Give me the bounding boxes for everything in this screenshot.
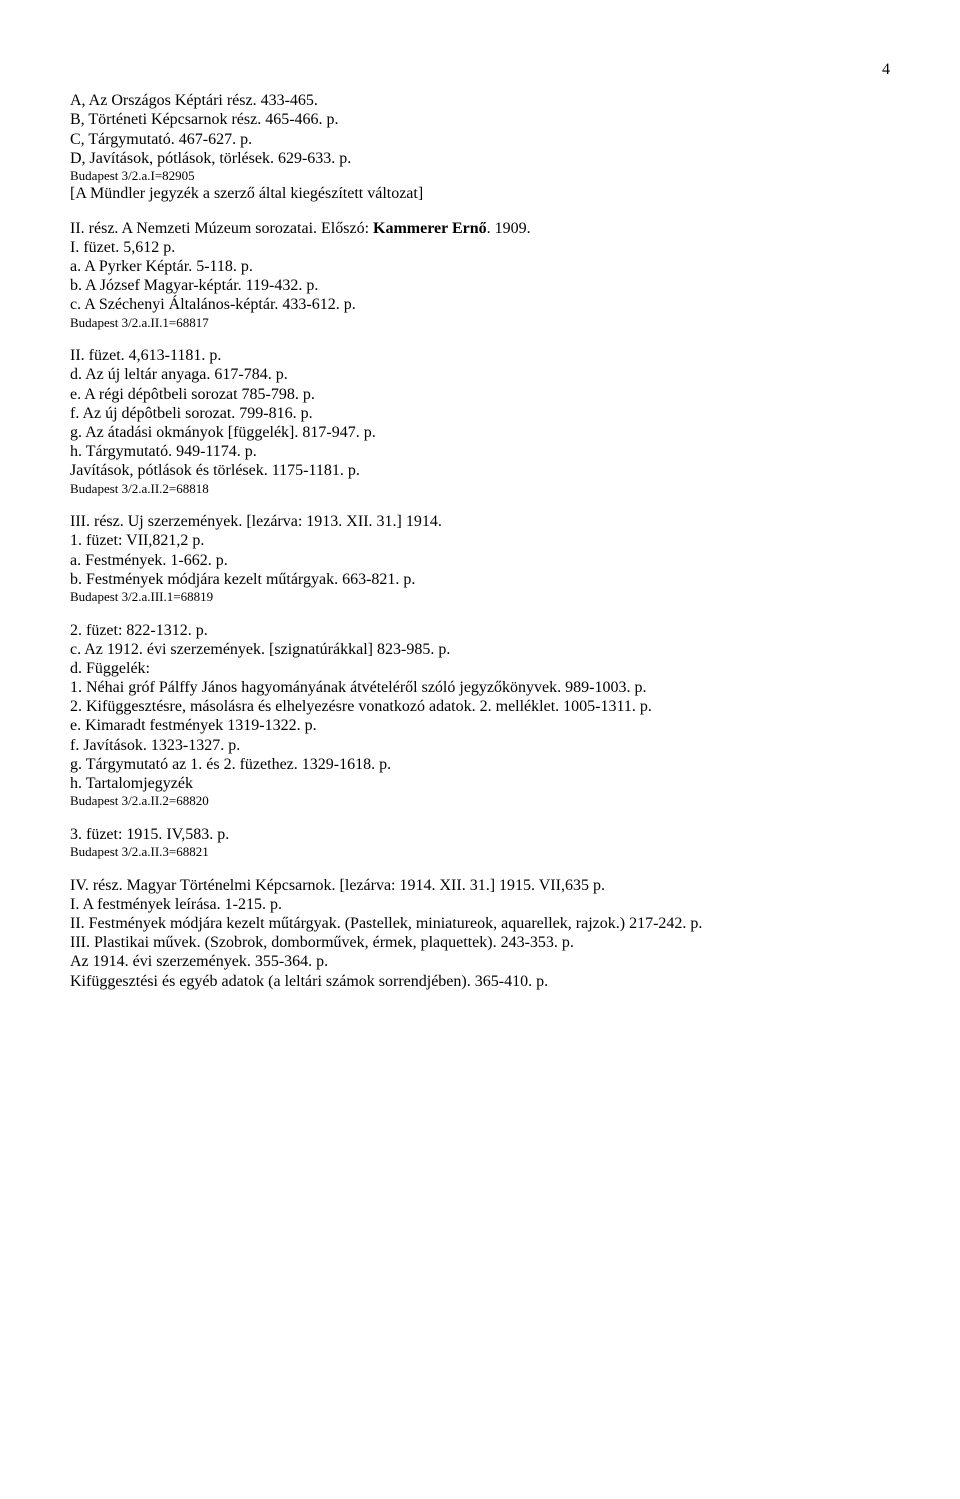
text-line: II. rész. A Nemzeti Múzeum sorozatai. El… [70, 219, 890, 238]
text-span: . 1909. [487, 220, 531, 237]
text-line: Kifüggesztési és egyéb adatok (a leltári… [70, 972, 890, 991]
paragraph: 3. füzet: 1915. IV,583. p.Budapest 3/2.a… [70, 825, 890, 860]
text-line: II. füzet. 4,613-1181. p. [70, 346, 890, 365]
text-line: Javítások, pótlások és törlések. 1175-11… [70, 461, 890, 480]
text-line: Az 1914. évi szerzemények. 355-364. p. [70, 952, 890, 971]
text-line: 3. füzet: 1915. IV,583. p. [70, 825, 890, 844]
text-line: D, Javítások, pótlások, törlések. 629-63… [70, 149, 890, 168]
text-line: II. Festmények módjára kezelt műtárgyak.… [70, 914, 890, 933]
text-line: a. A Pyrker Képtár. 5-118. p. [70, 257, 890, 276]
text-line: e. Kimaradt festmények 1319-1322. p. [70, 716, 890, 735]
paragraph: IV. rész. Magyar Történelmi Képcsarnok. … [70, 876, 890, 991]
text-line: III. Plastikai művek. (Szobrok, dombormű… [70, 933, 890, 952]
text-line: c. Az 1912. évi szerzemények. [szignatúr… [70, 640, 890, 659]
text-line: h. Tartalomjegyzék [70, 774, 890, 793]
text-line: 2. Kifüggesztésre, másolásra és elhelyez… [70, 697, 890, 716]
paragraph: A, Az Országos Képtári rész. 433-465.B, … [70, 91, 890, 203]
paragraph: III. rész. Uj szerzemények. [lezárva: 19… [70, 512, 890, 604]
text-line: A, Az Országos Képtári rész. 433-465. [70, 91, 890, 110]
text-line: g. Az átadási okmányok [függelék]. 817-9… [70, 423, 890, 442]
text-line: h. Tárgymutató. 949-1174. p. [70, 442, 890, 461]
text-line: e. A régi dépôtbeli sorozat 785-798. p. [70, 385, 890, 404]
text-line: d. Függelék: [70, 659, 890, 678]
text-line: g. Tárgymutató az 1. és 2. füzethez. 132… [70, 755, 890, 774]
text-line: Budapest 3/2.a.III.1=68819 [70, 589, 890, 605]
paragraph: 2. füzet: 822-1312. p.c. Az 1912. évi sz… [70, 621, 890, 809]
text-line: c. A Széchenyi Általános-képtár. 433-612… [70, 295, 890, 314]
text-line: I. füzet. 5,612 p. [70, 238, 890, 257]
text-line: a. Festmények. 1-662. p. [70, 551, 890, 570]
document-body: A, Az Országos Képtári rész. 433-465.B, … [70, 91, 890, 991]
paragraph: II. rész. A Nemzeti Múzeum sorozatai. El… [70, 219, 890, 331]
text-span: Kammerer Ernő [373, 220, 487, 237]
text-line: [A Mündler jegyzék a szerző által kiegés… [70, 184, 890, 203]
text-line: III. rész. Uj szerzemények. [lezárva: 19… [70, 512, 890, 531]
text-line: C, Tárgymutató. 467-627. p. [70, 130, 890, 149]
text-line: b. A József Magyar-képtár. 119-432. p. [70, 276, 890, 295]
text-line: 1. Néhai gróf Pálffy János hagyományának… [70, 678, 890, 697]
text-line: Budapest 3/2.a.II.3=68821 [70, 844, 890, 860]
text-line: 1. füzet: VII,821,2 p. [70, 531, 890, 550]
text-line: I. A festmények leírása. 1-215. p. [70, 895, 890, 914]
text-line: 2. füzet: 822-1312. p. [70, 621, 890, 640]
text-span: II. rész. A Nemzeti Múzeum sorozatai. El… [70, 220, 373, 237]
text-line: Budapest 3/2.a.II.2=68820 [70, 793, 890, 809]
text-line: f. Javítások. 1323-1327. p. [70, 736, 890, 755]
text-line: b. Festmények módjára kezelt műtárgyak. … [70, 570, 890, 589]
text-line: B, Történeti Képcsarnok rész. 465-466. p… [70, 110, 890, 129]
text-line: Budapest 3/2.a.I=82905 [70, 168, 890, 184]
page-number: 4 [70, 60, 890, 79]
text-line: Budapest 3/2.a.II.1=68817 [70, 315, 890, 331]
paragraph: II. füzet. 4,613-1181. p.d. Az új leltár… [70, 346, 890, 496]
text-line: IV. rész. Magyar Történelmi Képcsarnok. … [70, 876, 890, 895]
text-line: Budapest 3/2.a.II.2=68818 [70, 481, 890, 497]
text-line: f. Az új dépôtbeli sorozat. 799-816. p. [70, 404, 890, 423]
text-line: d. Az új leltár anyaga. 617-784. p. [70, 365, 890, 384]
